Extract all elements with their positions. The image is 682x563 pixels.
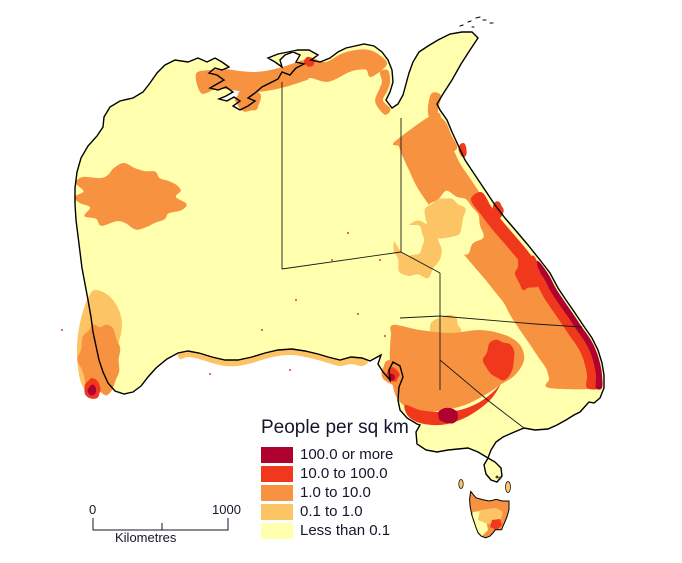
- svg-text:1000: 1000: [212, 502, 241, 517]
- svg-text:100.0 or more: 100.0 or more: [300, 446, 393, 463]
- svg-text:People per sq km: People per sq km: [261, 417, 409, 438]
- svg-text:1.0 to 10.0: 1.0 to 10.0: [300, 484, 371, 501]
- svg-text:0.1 to 1.0: 0.1 to 1.0: [300, 503, 363, 520]
- svg-text:Kilometres: Kilometres: [115, 530, 177, 545]
- svg-text:Less than 0.1: Less than 0.1: [300, 522, 390, 539]
- svg-text:0: 0: [89, 502, 96, 517]
- svg-text:10.0 to 100.0: 10.0 to 100.0: [300, 465, 388, 482]
